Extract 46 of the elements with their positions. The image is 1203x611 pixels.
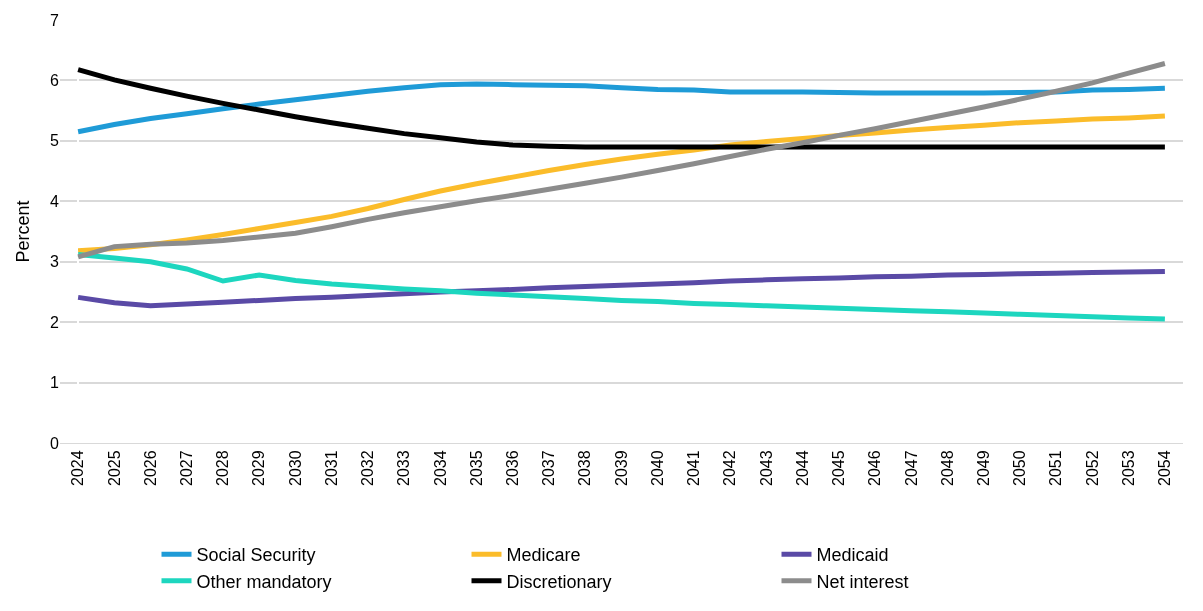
legend-label: Other mandatory <box>196 571 332 592</box>
y-tick-label: 0 <box>50 434 60 452</box>
x-tick-label: 2041 <box>685 450 703 486</box>
x-tick-label: 2031 <box>322 450 340 486</box>
legend-label: Medicare <box>506 545 581 566</box>
x-tick-label: 2026 <box>141 450 159 486</box>
x-tick-label: 2030 <box>286 450 304 486</box>
x-tick-label: 2028 <box>214 450 232 486</box>
x-tick-label: 2032 <box>359 450 377 486</box>
y-tick-label: 3 <box>50 253 60 271</box>
y-tick-label: 5 <box>50 132 60 150</box>
x-tick-label: 2036 <box>504 450 522 486</box>
x-tick-label: 2047 <box>902 450 920 486</box>
y-axis-title: Percent <box>13 200 34 263</box>
x-tick-label: 2035 <box>467 450 485 486</box>
x-tick-label: 2049 <box>974 450 992 486</box>
x-tick-label: 2043 <box>757 450 775 486</box>
y-tick-label: 6 <box>50 72 60 90</box>
legend-label: Discretionary <box>506 571 612 592</box>
x-tick-label: 2037 <box>540 450 558 486</box>
x-tick-label: 2053 <box>1119 450 1137 486</box>
legend-label: Social Security <box>196 545 316 566</box>
x-tick-label: 2039 <box>612 450 630 486</box>
x-tick-label: 2027 <box>177 450 195 486</box>
x-tick-label: 2048 <box>938 450 956 486</box>
x-tick-label: 2042 <box>721 450 739 486</box>
x-tick-label: 2050 <box>1011 450 1029 486</box>
legend-label: Net interest <box>816 571 909 592</box>
x-tick-label: 2024 <box>69 450 87 486</box>
legend-label: Medicaid <box>816 545 889 566</box>
x-tick-label: 2034 <box>431 450 449 486</box>
x-tick-label: 2029 <box>250 450 268 486</box>
x-tick-label: 2040 <box>648 450 666 486</box>
x-tick-label: 2044 <box>793 450 811 486</box>
y-tick-label: 7 <box>50 11 60 29</box>
x-tick-label: 2051 <box>1047 450 1065 486</box>
y-tick-label: 2 <box>50 313 60 331</box>
x-tick-label: 2054 <box>1156 450 1174 486</box>
x-tick-label: 2025 <box>105 450 123 486</box>
x-tick-label: 2033 <box>395 450 413 486</box>
y-tick-label: 1 <box>50 374 60 392</box>
x-tick-label: 2052 <box>1083 450 1101 486</box>
y-tick-label: 4 <box>50 192 60 210</box>
x-tick-label: 2046 <box>866 450 884 486</box>
x-tick-label: 2045 <box>830 450 848 486</box>
x-tick-label: 2038 <box>576 450 594 486</box>
